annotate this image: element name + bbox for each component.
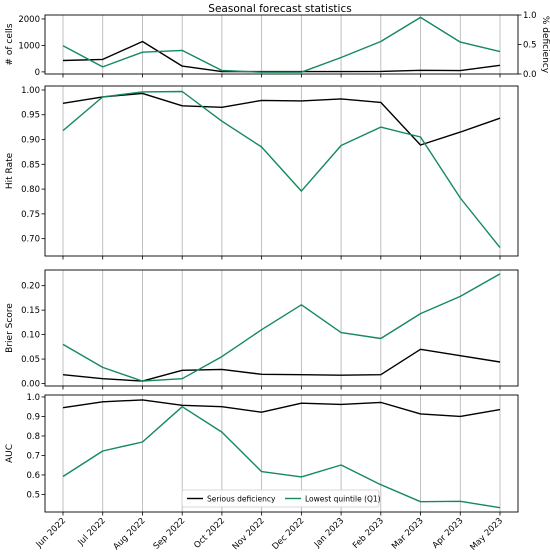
panel-brier: 0.00 0.05 0.10 0.15 0.20 Brier Score bbox=[5, 269, 519, 390]
y-axis-label: Brier Score bbox=[5, 303, 15, 353]
y-tick-label: 1000 bbox=[18, 41, 40, 51]
x-tick-label: Sep 2022 bbox=[152, 516, 188, 552]
chart-title: Seasonal forecast statistics bbox=[208, 3, 351, 15]
right-y-tick-label: 1.0 bbox=[523, 11, 537, 21]
series-line-q1 bbox=[62, 90, 501, 249]
x-tick-label: Nov 2022 bbox=[231, 516, 267, 552]
x-tick-label: Oct 2022 bbox=[192, 516, 227, 551]
right-y-axis-label: % deficiency bbox=[540, 16, 550, 74]
y-tick-label: 0.15 bbox=[21, 306, 40, 316]
panel-hit-rate: 0.70 0.75 0.80 0.85 0.90 0.95 1.00 Hit Rate bbox=[5, 85, 519, 260]
y-tick-label: 0.10 bbox=[21, 331, 40, 341]
series-line-serious bbox=[62, 348, 501, 382]
right-y-tick-label: 0.0 bbox=[523, 70, 537, 80]
panel-frame bbox=[44, 269, 519, 387]
y-tick-label: 0.95 bbox=[21, 111, 40, 121]
y-tick-label: 0 bbox=[35, 68, 40, 78]
y-tick-label: 0.9 bbox=[26, 412, 40, 422]
panel-frame bbox=[44, 14, 519, 75]
y-axis-label: Hit Rate bbox=[5, 152, 15, 189]
x-tick-label: May 2023 bbox=[468, 516, 505, 553]
x-tick-label: Jun 2022 bbox=[34, 516, 68, 550]
right-y-tick-label: 0.5 bbox=[523, 41, 537, 51]
y-tick-label: 0.90 bbox=[21, 136, 40, 146]
y-tick-label: 0.75 bbox=[21, 210, 40, 220]
y-tick-label: 0.80 bbox=[21, 185, 40, 195]
x-tick-label: Feb 2023 bbox=[351, 516, 386, 551]
x-tick-label: Apr 2023 bbox=[431, 516, 466, 551]
x-tick-label: Aug 2022 bbox=[112, 516, 148, 552]
x-axis-labels: Jun 2022 Jul 2022 Aug 2022 Sep 2022 Oct 2022… bbox=[34, 516, 505, 553]
y-tick-label: 0.6 bbox=[26, 471, 40, 481]
y-tick-label: 0.00 bbox=[21, 380, 40, 390]
x-tick-label: Mar 2023 bbox=[390, 516, 426, 552]
x-tick-label: Dec 2022 bbox=[271, 516, 307, 552]
series-line-q1 bbox=[62, 16, 501, 73]
y-axis-label: # of cells bbox=[5, 23, 15, 65]
series-line-q1 bbox=[62, 406, 501, 509]
y-tick-label: 0.7 bbox=[26, 451, 40, 461]
panel-frame bbox=[44, 85, 519, 257]
y-tick-label: 0.05 bbox=[21, 355, 40, 365]
y-tick-label: 0.85 bbox=[21, 160, 40, 170]
y-tick-label: 0.8 bbox=[26, 432, 40, 442]
y-axis-label: AUC bbox=[5, 444, 15, 463]
series-line-serious bbox=[62, 399, 501, 418]
y-tick-label: 2000 bbox=[18, 15, 40, 25]
x-tick-label: Jul 2022 bbox=[76, 516, 108, 548]
x-tick-label: Jan 2023 bbox=[312, 516, 346, 550]
series-line-q1 bbox=[62, 273, 501, 382]
y-tick-label: 1.0 bbox=[26, 393, 40, 403]
panel-frame bbox=[44, 394, 519, 513]
legend: Serious deficiency Lowest quintile (Q1) bbox=[181, 489, 381, 508]
legend-box bbox=[181, 489, 380, 508]
y-tick-label: 0.70 bbox=[21, 235, 40, 245]
y-tick-label: 1.00 bbox=[21, 86, 40, 96]
series-line-serious bbox=[62, 92, 501, 146]
panel-cells: 0 1000 2000# of cells 0.0 0.5 1.0% deficiency bbox=[5, 11, 550, 80]
legend-label-q1: Lowest quintile (Q1) bbox=[305, 494, 381, 503]
y-tick-label: 0.5 bbox=[26, 490, 40, 500]
series-line-serious bbox=[62, 40, 501, 73]
y-tick-label: 0.20 bbox=[21, 282, 40, 292]
legend-label-serious: Serious deficiency bbox=[207, 494, 276, 503]
